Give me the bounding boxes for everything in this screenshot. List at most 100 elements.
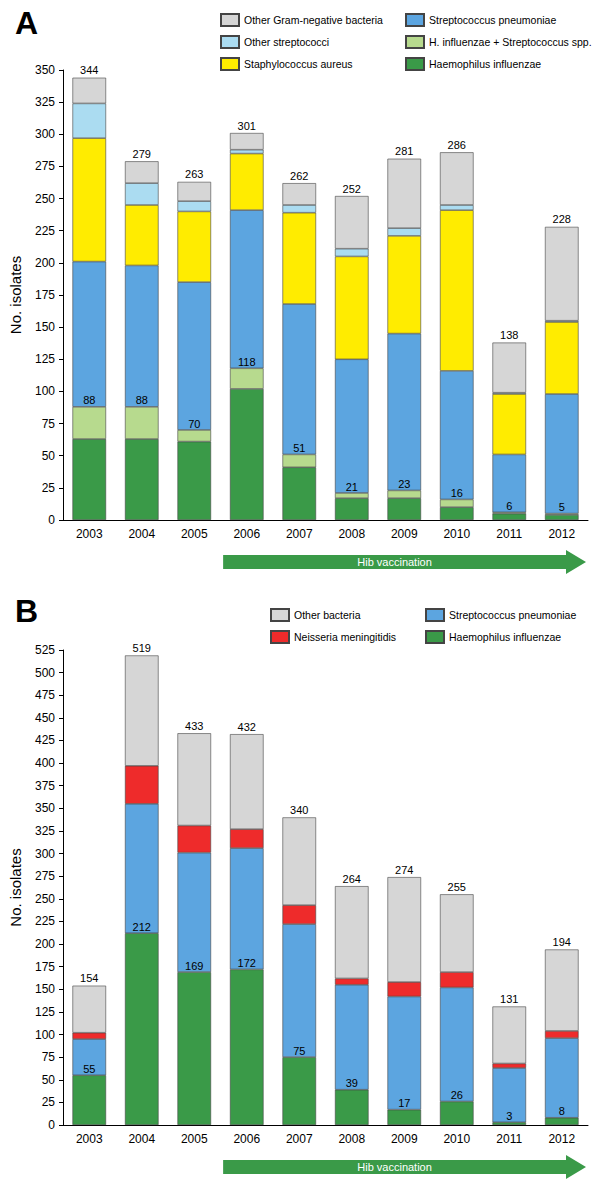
- svg-text:8: 8: [559, 1105, 565, 1117]
- svg-text:433: 433: [185, 720, 203, 732]
- svg-text:150: 150: [35, 320, 55, 334]
- svg-text:263: 263: [185, 168, 203, 180]
- svg-text:2003: 2003: [76, 1132, 103, 1146]
- svg-text:150: 150: [35, 982, 55, 996]
- svg-text:6: 6: [506, 500, 512, 512]
- svg-text:88: 88: [136, 394, 148, 406]
- svg-text:Hib vaccination: Hib vaccination: [357, 556, 432, 568]
- svg-text:2008: 2008: [338, 1132, 365, 1146]
- svg-text:25: 25: [42, 481, 56, 495]
- svg-text:432: 432: [238, 721, 256, 733]
- svg-text:51: 51: [293, 442, 305, 454]
- svg-text:2007: 2007: [286, 527, 313, 541]
- svg-text:228: 228: [553, 213, 571, 225]
- svg-text:175: 175: [35, 288, 55, 302]
- svg-text:344: 344: [80, 64, 98, 76]
- svg-text:125: 125: [35, 352, 55, 366]
- svg-text:2006: 2006: [233, 1132, 260, 1146]
- svg-text:281: 281: [395, 145, 413, 157]
- svg-text:16: 16: [451, 487, 463, 499]
- svg-text:2004: 2004: [128, 1132, 155, 1146]
- svg-text:75: 75: [293, 1045, 305, 1057]
- svg-text:525: 525: [35, 643, 55, 657]
- svg-text:255: 255: [448, 881, 466, 893]
- svg-text:252: 252: [343, 183, 361, 195]
- svg-text:118: 118: [238, 356, 256, 368]
- svg-text:Other bacteria: Other bacteria: [294, 609, 361, 621]
- svg-text:50: 50: [42, 1073, 56, 1087]
- svg-text:175: 175: [35, 960, 55, 974]
- svg-text:194: 194: [553, 936, 571, 948]
- svg-text:Staphylococcus aureus: Staphylococcus aureus: [244, 58, 353, 70]
- svg-text:Neisseria meningitidis: Neisseria meningitidis: [294, 631, 396, 643]
- svg-text:5: 5: [559, 501, 565, 513]
- svg-text:200: 200: [35, 256, 55, 270]
- svg-text:169: 169: [185, 960, 203, 972]
- svg-text:2009: 2009: [391, 527, 418, 541]
- svg-text:300: 300: [35, 127, 55, 141]
- svg-text:0: 0: [48, 1118, 55, 1132]
- svg-text:39: 39: [346, 1077, 358, 1089]
- svg-text:172: 172: [238, 957, 256, 969]
- svg-text:2009: 2009: [391, 1132, 418, 1146]
- svg-text:301: 301: [238, 120, 256, 132]
- svg-text:274: 274: [395, 864, 413, 876]
- svg-text:2008: 2008: [338, 527, 365, 541]
- svg-text:100: 100: [35, 384, 55, 398]
- svg-text:200: 200: [35, 937, 55, 951]
- svg-text:88: 88: [83, 394, 95, 406]
- svg-text:125: 125: [35, 1005, 55, 1019]
- svg-text:23: 23: [398, 478, 410, 490]
- svg-text:21: 21: [346, 481, 358, 493]
- svg-text:26: 26: [451, 1089, 463, 1101]
- svg-text:75: 75: [42, 417, 56, 431]
- svg-text:17: 17: [398, 1097, 410, 1109]
- svg-text:264: 264: [343, 873, 361, 885]
- svg-text:2012: 2012: [548, 1132, 575, 1146]
- svg-text:325: 325: [35, 95, 55, 109]
- svg-text:350: 350: [35, 63, 55, 77]
- svg-text:475: 475: [35, 688, 55, 702]
- svg-text:325: 325: [35, 824, 55, 838]
- svg-text:154: 154: [80, 972, 98, 984]
- svg-text:519: 519: [133, 642, 151, 654]
- svg-text:212: 212: [133, 921, 151, 933]
- svg-text:0: 0: [48, 513, 55, 527]
- svg-text:450: 450: [35, 711, 55, 725]
- svg-text:3: 3: [506, 1110, 512, 1122]
- svg-text:262: 262: [290, 170, 308, 182]
- svg-text:Other Gram-negative bacteria: Other Gram-negative bacteria: [244, 14, 383, 26]
- svg-text:2003: 2003: [76, 527, 103, 541]
- svg-text:400: 400: [35, 756, 55, 770]
- svg-text:500: 500: [35, 666, 55, 680]
- svg-text:A: A: [15, 5, 38, 41]
- svg-text:70: 70: [188, 418, 200, 430]
- svg-text:2007: 2007: [286, 1132, 313, 1146]
- svg-text:Haemophilus influenzae: Haemophilus influenzae: [449, 631, 561, 643]
- svg-text:286: 286: [448, 139, 466, 151]
- svg-text:Other streptococci: Other streptococci: [244, 36, 329, 48]
- svg-text:Haemophilus influenzae: Haemophilus influenzae: [429, 58, 541, 70]
- svg-text:B: B: [15, 593, 38, 629]
- svg-text:H. influenzae + Streptococcus: H. influenzae + Streptococcus spp.: [429, 36, 592, 48]
- svg-text:2012: 2012: [548, 527, 575, 541]
- svg-text:Streptococcus pneumoniae: Streptococcus pneumoniae: [449, 609, 576, 621]
- svg-text:275: 275: [35, 869, 55, 883]
- svg-text:131: 131: [500, 993, 518, 1005]
- svg-text:350: 350: [35, 801, 55, 815]
- svg-text:375: 375: [35, 779, 55, 793]
- svg-text:425: 425: [35, 733, 55, 747]
- svg-text:Hib vaccination: Hib vaccination: [357, 1161, 432, 1173]
- svg-text:50: 50: [42, 449, 56, 463]
- svg-text:2011: 2011: [496, 1132, 522, 1146]
- svg-text:2006: 2006: [233, 527, 260, 541]
- svg-text:No. isolates: No. isolates: [7, 256, 24, 334]
- svg-text:275: 275: [35, 159, 55, 173]
- svg-text:2004: 2004: [128, 527, 155, 541]
- svg-text:138: 138: [500, 329, 518, 341]
- svg-text:Streptococcus pneumoniae: Streptococcus pneumoniae: [429, 14, 556, 26]
- svg-text:340: 340: [290, 804, 308, 816]
- svg-text:100: 100: [35, 1028, 55, 1042]
- svg-text:75: 75: [42, 1050, 56, 1064]
- svg-text:250: 250: [35, 892, 55, 906]
